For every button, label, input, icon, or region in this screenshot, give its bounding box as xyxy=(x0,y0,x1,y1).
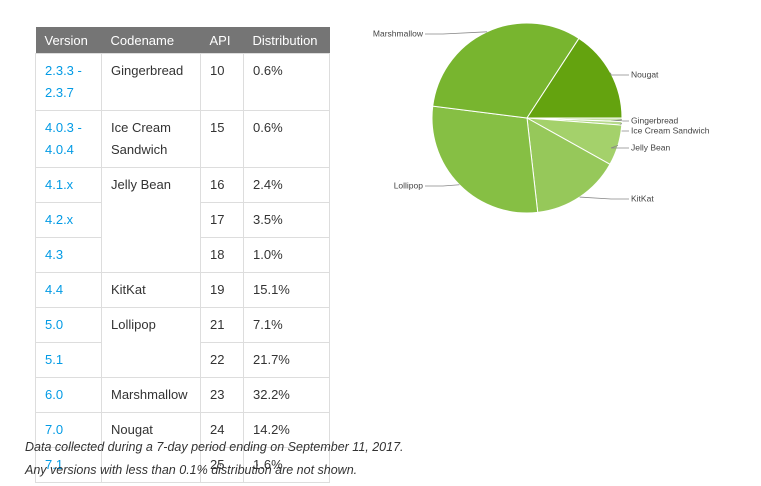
table-cell: 15.1% xyxy=(243,272,330,308)
table-cell: 7.1% xyxy=(243,307,330,343)
slice-label: Gingerbread xyxy=(631,115,679,125)
table-cell: 5.0 xyxy=(35,307,102,343)
table-row: 7.1 25 1.6% xyxy=(35,447,330,483)
table-cell: 5.1 xyxy=(35,342,102,378)
table-cell: 0.6% xyxy=(243,110,330,168)
distribution-table: Version Codename API Distribution 2.3.3 - 2.… xyxy=(35,27,330,483)
table-cell: 1.0% xyxy=(243,237,330,273)
column-header: Codename xyxy=(101,27,201,54)
slice-label: Nougat xyxy=(631,69,659,79)
table-row: 2.3.3 - 2.3.7 Gingerbread 10 0.6% xyxy=(35,53,330,111)
table-cell: 1.6% xyxy=(243,447,330,483)
table-row: 4.1.x Jelly Bean 16 2.4% xyxy=(35,167,330,273)
slice-label: KitKat xyxy=(631,193,654,203)
table-cell: 25 xyxy=(200,447,244,483)
table-cell: Ice Cream Sandwich xyxy=(101,110,201,168)
table-cell: 23 xyxy=(200,377,244,413)
column-header: API xyxy=(200,27,244,54)
table-row: 4.0.3 - 4.0.4 Ice Cream Sandwich 15 0.6% xyxy=(35,110,330,168)
table-cell: 19 xyxy=(200,272,244,308)
table-cell: 32.2% xyxy=(243,377,330,413)
table-row: 5.0 Lollipop 21 7.1% xyxy=(35,307,330,378)
table-cell: 2.4% xyxy=(243,167,330,203)
leader-line xyxy=(579,196,629,200)
table-row: 6.0 Marshmallow 23 32.2% xyxy=(35,377,330,413)
column-header: Version xyxy=(35,27,102,54)
table-cell: 7.0 xyxy=(35,412,102,448)
column-header: Distribution xyxy=(243,27,330,54)
table-row: 4.2.x 17 3.5% xyxy=(35,202,330,238)
pie-slice xyxy=(431,105,539,214)
table-cell: Jelly Bean xyxy=(101,167,201,273)
slice-label: Marshmallow xyxy=(373,28,424,38)
table-cell: Lollipop xyxy=(101,307,201,378)
table-cell: 10 xyxy=(200,53,244,111)
table-row: 5.1 22 21.7% xyxy=(35,342,330,378)
header-row: Version Codename API Distribution xyxy=(35,27,330,54)
table-cell: 7.1 xyxy=(35,447,102,483)
pie-slice xyxy=(526,117,611,213)
leader-line xyxy=(425,31,488,35)
table-row: 7.0 Nougat 24 14.2% xyxy=(35,412,330,483)
table-cell: 4.3 xyxy=(35,237,102,273)
table-cell: 6.0 xyxy=(35,377,102,413)
table-cell: 18 xyxy=(200,237,244,273)
slice-label: Lollipop xyxy=(394,180,424,190)
table-row: 4.3 18 1.0% xyxy=(35,237,330,273)
leader-line xyxy=(610,144,629,149)
slice-label: Ice Cream Sandwich xyxy=(631,125,710,135)
table-cell: 4.2.x xyxy=(35,202,102,238)
footnote: Any versions with less than 0.1% distrib… xyxy=(25,463,358,477)
pie-slice xyxy=(526,37,623,119)
table-cell: 17 xyxy=(200,202,244,238)
table-cell: 2.3.3 - 2.3.7 xyxy=(35,53,102,111)
footnote: Data collected during a 7-day period end… xyxy=(25,440,404,454)
leader-line xyxy=(425,184,460,187)
leader-line xyxy=(610,72,629,76)
table-cell: Nougat xyxy=(101,412,201,483)
table-cell: Gingerbread xyxy=(101,53,201,111)
slice-label: Jelly Bean xyxy=(631,142,670,152)
